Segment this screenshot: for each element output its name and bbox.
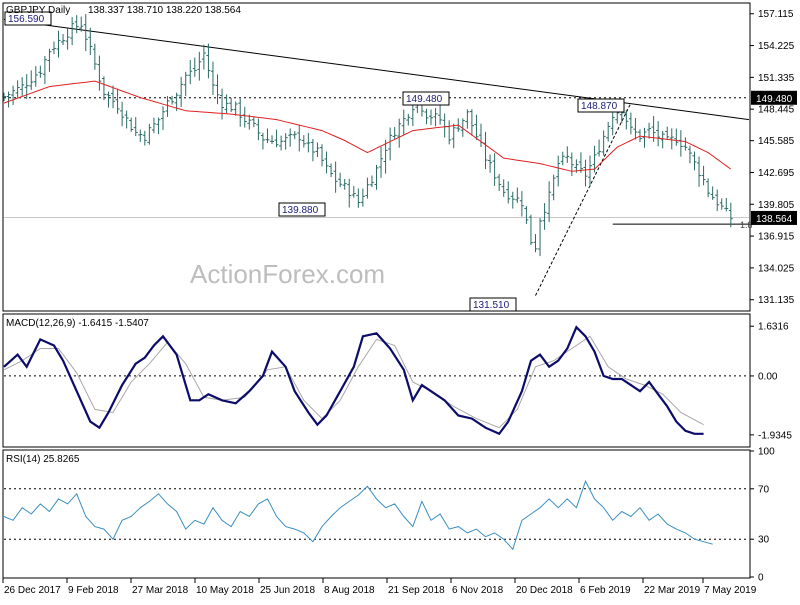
x-tick-label: 6 Feb 2019 <box>580 585 631 596</box>
falling-trendline <box>3 19 750 121</box>
price-header-symbol: GBPJPY Daily <box>6 5 70 16</box>
rsi-y-tick-label: 100 <box>758 447 775 458</box>
rsi-layer <box>3 479 749 551</box>
x-tick-label: 25 Jun 2018 <box>260 585 315 596</box>
price-y-tick-label: 145.585 <box>758 136 795 147</box>
watermark: ActionForex.com <box>190 259 385 289</box>
axes-layer: 157.115 154.225 151.335 148.445 145.585 142.6… <box>2 9 795 596</box>
price-y-tick-label: 148.445 <box>758 105 795 116</box>
price-annotation-box <box>278 202 326 217</box>
price-annotation-label: 148.870 <box>581 101 618 112</box>
rsi-line <box>3 479 713 551</box>
price-layer: 156.590139.880149.480148.870131.5101.813… <box>2 11 797 312</box>
price-y-tick-label: 151.335 <box>758 73 795 84</box>
price-annotation-box <box>4 11 52 26</box>
x-tick-label: 26 Dec 2017 <box>4 585 61 596</box>
macd-layer <box>3 325 749 436</box>
macd-y-tick-label: 0.00 <box>758 371 778 382</box>
price-annotation-label: 131.510 <box>473 300 510 311</box>
price-y-tick-label: 139.805 <box>758 200 795 211</box>
price-y-tick-label: 157.115 <box>758 9 794 20</box>
price-y-tick-label: 154.225 <box>758 41 795 52</box>
price-y-tick-label: 131.135 <box>758 295 795 306</box>
rsi-y-tick-label: 0 <box>758 573 764 584</box>
x-tick-label: 27 Mar 2018 <box>132 585 189 596</box>
x-tick-label: 10 May 2018 <box>196 585 254 596</box>
sma-line <box>3 80 732 172</box>
price-annotation-label: 156.590 <box>8 14 45 25</box>
x-tick-label: 9 Feb 2018 <box>68 585 119 596</box>
last-price-tag-bg <box>751 210 797 225</box>
price-annotation-label: 139.880 <box>282 205 319 216</box>
price-panel-frame <box>2 2 751 312</box>
macd-header: MACD(12,26,9) -1.6415 -1.5407 <box>6 318 149 329</box>
hline-tag-bg <box>751 90 797 105</box>
price-header-ohlc: 138.337 138.710 138.220 138.564 <box>88 5 241 16</box>
x-tick-label: 21 Sep 2018 <box>388 585 445 596</box>
fib-stub-label: 1.8 <box>740 220 753 230</box>
price-y-tick-label: 134.025 <box>758 263 795 274</box>
last-price-tag: 138.564 <box>756 214 793 225</box>
macd-y-tick-label: -1.9345 <box>758 430 792 441</box>
x-tick-label: 6 Nov 2018 <box>452 585 504 596</box>
x-tick-label: 22 Mar 2019 <box>644 585 701 596</box>
x-tick-label: 20 Dec 2018 <box>516 585 573 596</box>
macd-y-tick-label: 1.6316 <box>758 322 789 333</box>
price-annotation-box <box>469 297 517 312</box>
rising-dashed-line <box>535 102 632 296</box>
price-annotation-box <box>577 98 625 113</box>
price-y-tick-label: 142.695 <box>758 168 795 179</box>
x-tick-label: 8 Aug 2018 <box>324 585 375 596</box>
rsi-y-tick-label: 70 <box>758 484 770 495</box>
price-y-tick-label: 136.915 <box>758 232 795 243</box>
hline-tag: 149.480 <box>756 94 793 105</box>
x-tick-label: 7 May 2019 <box>704 585 757 596</box>
rsi-header: RSI(14) 25.8265 <box>6 454 80 465</box>
price-annotation-label: 149.480 <box>406 94 443 105</box>
rsi-panel-frame <box>2 449 751 579</box>
macd-line <box>3 325 704 436</box>
rsi-y-tick-label: 30 <box>758 535 770 546</box>
price-annotation-box <box>402 91 450 106</box>
